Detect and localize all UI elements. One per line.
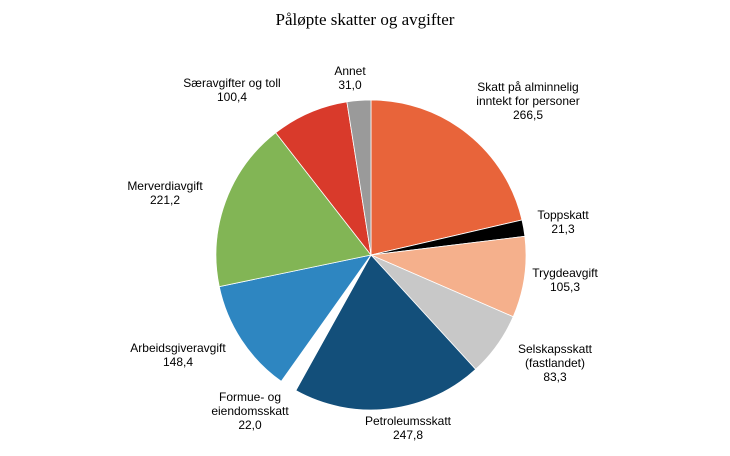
value-label: 221,2 <box>149 193 181 207</box>
category-label: Skatt på alminnelig inntekt for personer <box>476 80 580 108</box>
slice-label: Toppskatt 21,3 <box>513 208 613 236</box>
value-label: 31,0 <box>338 78 362 92</box>
value-label: 105,3 <box>549 280 581 294</box>
slice-label: Trygdeavgift 105,3 <box>515 266 615 294</box>
slice-label: Annet 31,0 <box>310 64 390 92</box>
slice-label: Særavgifter og toll 100,4 <box>162 76 302 104</box>
slice-label: Arbeidsgiveravgift 148,4 <box>113 341 243 369</box>
pie-slice <box>295 254 477 411</box>
category-label: Formue- og eiendomsskatt <box>211 390 289 418</box>
category-label: Selskapsskatt (fastlandet) <box>517 342 593 370</box>
category-label: Trygdeavgift <box>532 266 598 280</box>
slice-label: Petroleumsskatt 247,8 <box>348 414 468 442</box>
slice-label: Formue- og eiendomsskatt 22,0 <box>200 390 300 432</box>
pie-slice <box>346 99 372 256</box>
slice-label: Merverdiavgift 221,2 <box>105 179 225 207</box>
category-label: Toppskatt <box>537 208 589 222</box>
pie-slice <box>370 99 523 256</box>
category-label: Særavgifter og toll <box>183 76 281 90</box>
category-label: Arbeidsgiveravgift <box>130 341 226 355</box>
value-label: 247,8 <box>392 428 424 442</box>
category-label: Petroleumsskatt <box>364 414 452 428</box>
pie-slice <box>215 132 372 288</box>
chart-title: Påløpte skatter og avgifter <box>275 10 455 29</box>
value-label: 21,3 <box>551 222 575 236</box>
pie-slice <box>218 254 372 382</box>
value-label: 22,0 <box>238 418 262 432</box>
slice-label: Selskapsskatt (fastlandet) 83,3 <box>505 342 605 384</box>
value-label: 266,5 <box>512 108 544 122</box>
slice-label: Skatt på alminnelig inntekt for personer… <box>463 80 593 122</box>
category-label: Merverdiavgift <box>127 179 203 193</box>
value-label: 148,4 <box>162 355 194 369</box>
category-label: Annet <box>334 64 366 78</box>
value-label: 83,3 <box>543 370 567 384</box>
value-label: 100,4 <box>216 90 248 104</box>
